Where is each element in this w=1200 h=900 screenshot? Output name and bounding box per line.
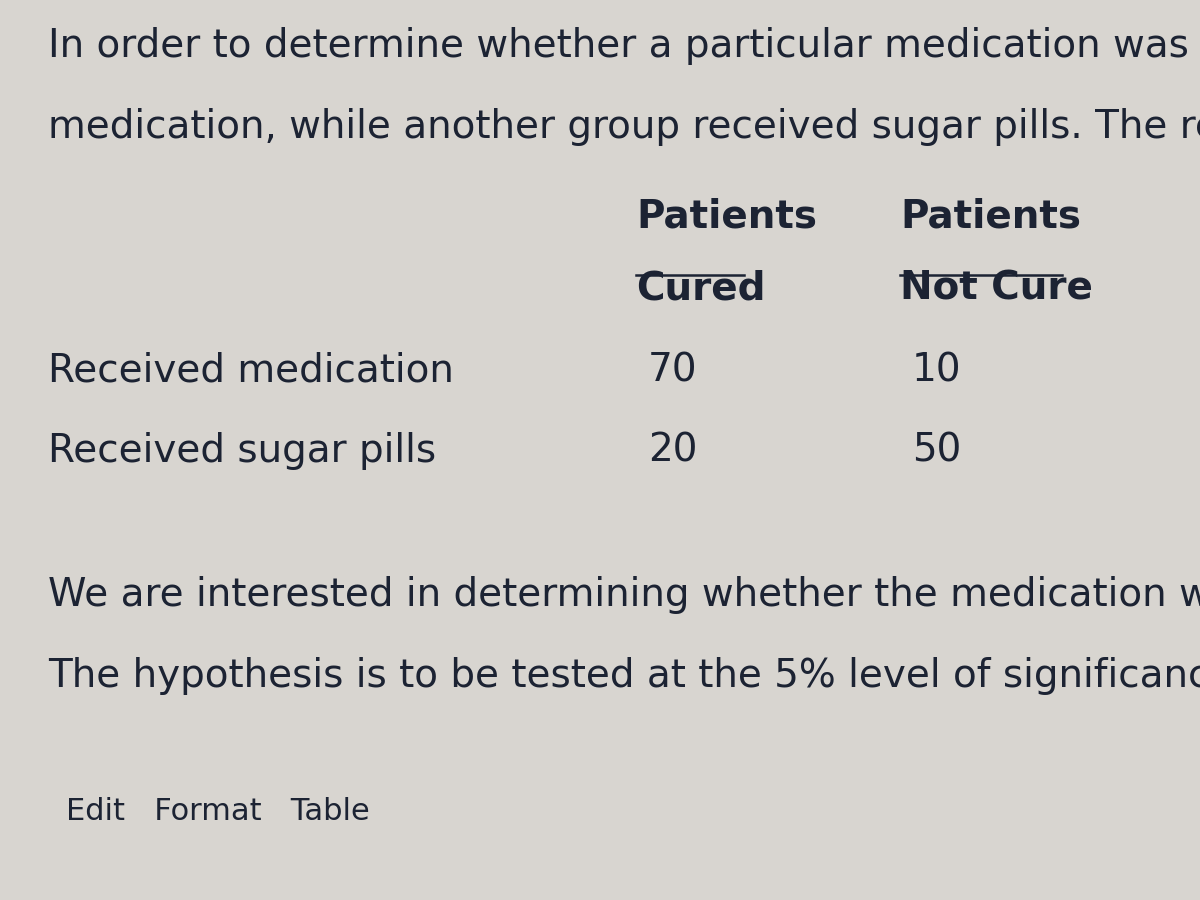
Text: Cured: Cured xyxy=(636,270,766,308)
Text: Patients: Patients xyxy=(900,198,1081,236)
Text: Not Cure: Not Cure xyxy=(900,270,1093,308)
Text: The hypothesis is to be tested at the 5% level of significance. Th: The hypothesis is to be tested at the 5%… xyxy=(48,657,1200,695)
Text: We are interested in determining whether the medication was e: We are interested in determining whether… xyxy=(48,576,1200,614)
Text: Received medication: Received medication xyxy=(48,351,454,389)
Text: 50: 50 xyxy=(912,432,961,470)
Text: 70: 70 xyxy=(648,351,697,389)
Text: Edit   Format   Table: Edit Format Table xyxy=(66,796,370,825)
Text: Received sugar pills: Received sugar pills xyxy=(48,432,436,470)
Text: In order to determine whether a particular medication was effec: In order to determine whether a particul… xyxy=(48,27,1200,65)
Text: medication, while another group received sugar pills. The results: medication, while another group received… xyxy=(48,108,1200,146)
Text: Patients: Patients xyxy=(636,198,817,236)
Text: 10: 10 xyxy=(912,351,961,389)
Text: 20: 20 xyxy=(648,432,697,470)
